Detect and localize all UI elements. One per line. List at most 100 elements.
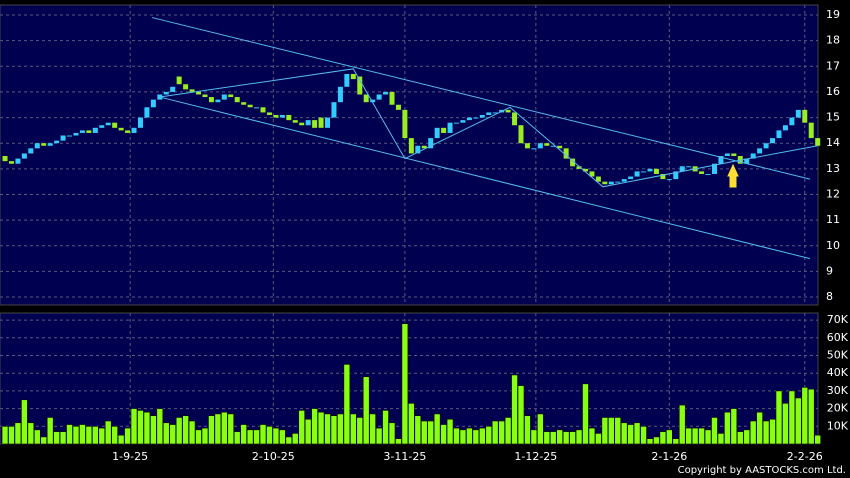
volume-bar xyxy=(130,408,138,445)
volume-bar xyxy=(556,429,563,445)
volume-bar xyxy=(711,417,718,445)
volume-bar xyxy=(672,438,680,445)
candle-body xyxy=(286,115,292,121)
candle-body xyxy=(318,117,324,128)
y-tick-label: 50K xyxy=(827,348,849,361)
volume-bar xyxy=(769,418,776,445)
volume-bar xyxy=(749,420,757,445)
candle-body xyxy=(441,127,447,133)
candle-body xyxy=(241,102,247,105)
volume-bar xyxy=(691,427,699,445)
volume-bar xyxy=(795,397,802,445)
volume-bar xyxy=(788,390,796,445)
candle-body xyxy=(673,171,679,180)
candle-body xyxy=(228,94,234,98)
x-tick-label: 2-10-25 xyxy=(252,450,295,463)
candle-body xyxy=(266,112,272,115)
candle-body xyxy=(621,179,627,182)
candle-body xyxy=(473,117,479,119)
volume-bar xyxy=(595,433,602,445)
y-tick-label: 15 xyxy=(826,111,840,124)
volume-bar xyxy=(143,411,151,445)
volume-bar xyxy=(653,436,660,445)
volume-bar xyxy=(414,415,422,445)
volume-bar xyxy=(459,429,467,445)
candle-body xyxy=(653,168,659,174)
candle-body xyxy=(447,122,453,133)
volume-bar xyxy=(304,418,312,445)
volume-bar xyxy=(762,420,770,445)
candle-body xyxy=(750,153,756,159)
volume-bar xyxy=(40,436,48,445)
volume-bar xyxy=(530,429,538,445)
volume-bar xyxy=(562,431,570,445)
volume-bar xyxy=(498,420,505,445)
candle-body xyxy=(312,120,318,128)
volume-bar xyxy=(66,424,73,445)
candle-body xyxy=(176,76,182,85)
volume-bar xyxy=(743,429,751,445)
candle-body xyxy=(260,107,266,113)
candle-body xyxy=(602,181,608,185)
candle-body xyxy=(776,130,782,139)
volume-bar xyxy=(227,413,235,445)
volume-bar xyxy=(478,427,486,445)
candle-body xyxy=(531,148,537,150)
candle-body xyxy=(54,140,60,144)
candle-body xyxy=(731,153,737,157)
candle-body xyxy=(589,171,595,177)
volume-bar xyxy=(756,411,763,445)
candle-body xyxy=(125,130,131,133)
candle-body xyxy=(492,112,498,114)
candle-body xyxy=(105,122,111,126)
candle-body xyxy=(170,86,176,92)
candle-body xyxy=(518,125,524,144)
volume-bar xyxy=(678,404,686,445)
candle-body xyxy=(647,168,653,172)
volume-bar xyxy=(575,429,583,445)
volume-bar xyxy=(472,429,480,445)
x-tick-label: 2-2-26 xyxy=(787,450,823,463)
candle-body xyxy=(434,127,440,139)
candle-body xyxy=(460,120,466,123)
signal-arrow xyxy=(727,163,739,188)
volume-bar xyxy=(401,323,409,445)
volume-bar xyxy=(807,388,815,445)
volume-bar xyxy=(395,438,402,445)
candle-body xyxy=(570,158,576,167)
candle-body xyxy=(47,143,53,146)
y-tick-label: 10 xyxy=(826,239,840,252)
volume-bar xyxy=(601,417,609,445)
candle-body xyxy=(183,84,189,90)
candle-body xyxy=(634,171,640,177)
candle-body xyxy=(486,112,492,115)
candle-body xyxy=(505,109,511,113)
volume-bar xyxy=(272,427,280,445)
volume-bar xyxy=(8,425,15,445)
candle-body xyxy=(337,86,343,103)
trend-line xyxy=(151,17,811,180)
candle-body xyxy=(744,158,750,164)
volume-bar xyxy=(221,411,228,445)
candle-body xyxy=(8,161,14,164)
candle-body xyxy=(208,97,214,103)
volume-bar xyxy=(188,420,196,445)
volume-bar xyxy=(317,411,325,445)
candle-body xyxy=(305,120,311,126)
volume-bar xyxy=(46,417,54,445)
volume-bar xyxy=(369,413,376,445)
volume-bar xyxy=(362,376,370,445)
volume-bar xyxy=(285,436,293,445)
volume-bar xyxy=(356,417,364,445)
x-tick-label: 3-11-25 xyxy=(383,450,426,463)
candle-body xyxy=(350,73,356,80)
candle-body xyxy=(537,143,543,149)
y-tick-label: 19 xyxy=(826,8,840,21)
candle-body xyxy=(163,91,169,95)
candle-body xyxy=(563,148,569,159)
volume-bar xyxy=(730,408,738,445)
volume-bar xyxy=(175,417,183,445)
candle-body xyxy=(189,89,195,92)
volume-bar xyxy=(182,415,189,445)
candle-body xyxy=(428,138,434,149)
